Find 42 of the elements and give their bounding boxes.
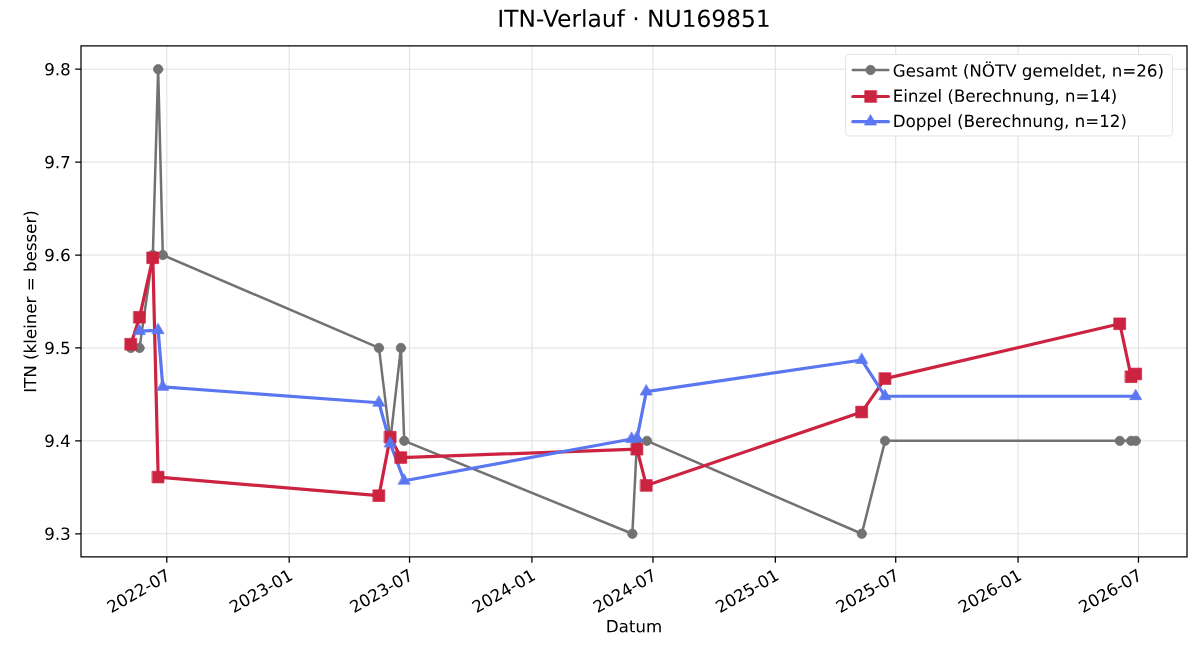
y-tick-label: 9.7 (45, 155, 70, 169)
point (630, 443, 644, 456)
y-axis-title: ITN (kleiner = besser) (23, 211, 39, 392)
point (1129, 389, 1143, 400)
legend-label: Doppel (Berechnung, n=12) (894, 114, 1126, 131)
point (373, 342, 385, 354)
point (157, 249, 168, 261)
point (627, 528, 638, 539)
point (372, 489, 386, 502)
point (880, 435, 891, 446)
point (641, 435, 653, 446)
point (395, 342, 406, 354)
chart-title: ITN-Verlauf · NU169851 (499, 9, 769, 28)
y-tick-label: 9.8 (45, 62, 70, 76)
point (856, 528, 867, 539)
point (1114, 435, 1125, 446)
point (399, 435, 410, 446)
point (372, 395, 386, 407)
point (878, 389, 892, 400)
point (855, 352, 869, 364)
x-axis-title: Datum (607, 620, 661, 633)
point (640, 384, 653, 396)
point (640, 479, 653, 492)
point (878, 372, 892, 385)
legend-label: Einzel (Berechnung, n=14) (894, 89, 1116, 106)
point (855, 405, 868, 419)
y-tick-label: 9.4 (45, 434, 70, 448)
point (394, 451, 408, 464)
point (133, 311, 146, 324)
point (1113, 317, 1127, 330)
point (151, 470, 165, 484)
point (156, 379, 170, 391)
point (133, 324, 146, 335)
point (151, 323, 165, 335)
point (397, 473, 411, 485)
y-tick-label: 9.5 (45, 341, 70, 355)
legend-label: Gesamt (NÖTV gemeldet, n=26) (893, 61, 1163, 81)
point (1129, 367, 1142, 381)
point (153, 64, 164, 75)
y-tick-label: 9.3 (45, 527, 70, 541)
y-tick-label: 9.6 (45, 248, 70, 262)
point (124, 338, 138, 351)
